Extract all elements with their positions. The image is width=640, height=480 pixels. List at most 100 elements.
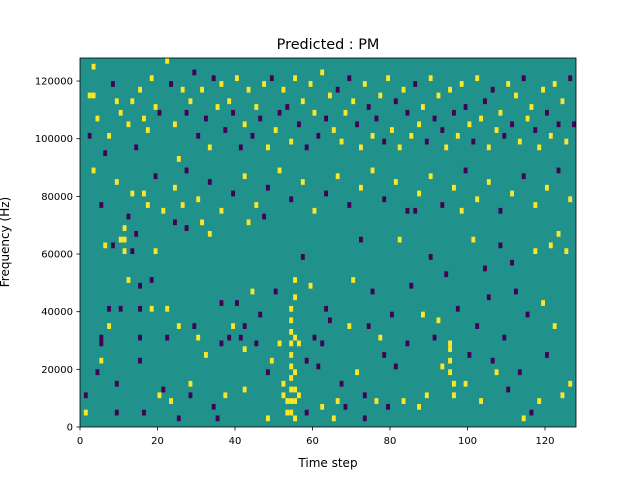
heatmap-cell bbox=[242, 121, 247, 128]
heatmap-cell bbox=[378, 334, 383, 341]
heatmap-cell bbox=[258, 115, 263, 122]
heatmap-cell bbox=[281, 86, 286, 93]
heatmap-cell bbox=[99, 357, 104, 364]
heatmap-cell bbox=[149, 75, 154, 82]
heatmap-cell bbox=[293, 75, 297, 82]
heatmap-cell bbox=[355, 121, 359, 128]
heatmap-cell bbox=[107, 132, 111, 139]
heatmap-cell bbox=[107, 305, 111, 312]
heatmap-cell bbox=[254, 104, 259, 110]
heatmap-cell bbox=[114, 409, 119, 416]
x-axis-label: Time step bbox=[297, 456, 357, 470]
heatmap-cell bbox=[273, 288, 278, 295]
heatmap-cell bbox=[401, 398, 406, 404]
heatmap-cell bbox=[114, 179, 119, 185]
heatmap-cell bbox=[130, 248, 135, 255]
heatmap-cell bbox=[378, 92, 383, 99]
heatmap-cell bbox=[452, 380, 456, 387]
heatmap-cell bbox=[238, 334, 243, 341]
heatmap-cell bbox=[448, 86, 452, 93]
heatmap-cell bbox=[517, 138, 522, 145]
heatmap-cell bbox=[122, 248, 127, 255]
heatmap-cell bbox=[413, 207, 418, 214]
heatmap-cell bbox=[262, 81, 266, 87]
heatmap-cell bbox=[409, 132, 414, 139]
heatmap-cell bbox=[428, 254, 433, 260]
heatmap-cell bbox=[382, 352, 387, 358]
heatmap-cell bbox=[335, 86, 340, 93]
y-tick-label: 80000 bbox=[41, 192, 73, 203]
heatmap-cell bbox=[370, 132, 375, 139]
heatmap-cell bbox=[219, 300, 224, 306]
heatmap-cell bbox=[386, 75, 390, 82]
heatmap-cell bbox=[556, 230, 561, 237]
heatmap-cell bbox=[452, 392, 456, 399]
heatmap-cell bbox=[366, 104, 371, 110]
heatmap-cell bbox=[304, 144, 309, 151]
heatmap-cell bbox=[568, 380, 573, 387]
heatmap-cell bbox=[494, 369, 499, 376]
heatmap-cell bbox=[138, 282, 142, 289]
heatmap-cell bbox=[448, 369, 452, 376]
heatmap-cell bbox=[421, 104, 425, 110]
heatmap-cell bbox=[126, 277, 131, 283]
heatmap-cell bbox=[320, 69, 325, 76]
plot-frame bbox=[79, 57, 577, 428]
heatmap-cell bbox=[149, 305, 154, 312]
heatmap-cell bbox=[157, 392, 162, 399]
heatmap-cell bbox=[111, 242, 115, 249]
heatmap-cell bbox=[269, 357, 274, 364]
x-tick-label: 100 bbox=[458, 436, 477, 447]
heatmap-cell bbox=[556, 121, 561, 128]
heatmap-cell bbox=[83, 409, 88, 416]
heatmap-cell bbox=[351, 98, 356, 105]
heatmap-cell bbox=[428, 75, 433, 82]
heatmap-cell bbox=[111, 81, 115, 87]
heatmap-cell bbox=[289, 305, 294, 312]
heatmap-cell bbox=[335, 173, 340, 180]
heatmap-cell bbox=[471, 236, 476, 243]
heatmap-cell bbox=[103, 150, 108, 157]
heatmap-cell bbox=[308, 81, 313, 87]
heatmap-cell bbox=[277, 109, 282, 116]
heatmap-cell bbox=[142, 190, 146, 197]
heatmap-cell bbox=[343, 109, 348, 116]
heatmap-cell bbox=[231, 190, 235, 197]
heatmap-cell bbox=[142, 115, 146, 122]
heatmap-cell bbox=[169, 81, 173, 87]
heatmap-cell bbox=[436, 92, 441, 99]
heatmap-cell bbox=[114, 98, 119, 105]
heatmap-cell bbox=[235, 300, 239, 306]
heatmap-cell bbox=[153, 248, 158, 255]
heatmap-cell bbox=[227, 334, 232, 341]
y-tick-label: 60000 bbox=[41, 250, 73, 261]
heatmap-cell bbox=[99, 202, 104, 208]
heatmap-cell bbox=[293, 277, 297, 283]
heatmap-cell bbox=[417, 190, 421, 197]
heatmap-cell bbox=[231, 323, 235, 329]
heatmap-cell bbox=[486, 144, 491, 151]
heatmap-cell bbox=[266, 184, 270, 191]
heatmap-cell bbox=[91, 167, 96, 174]
heatmap-cell bbox=[188, 380, 193, 387]
heatmap-cell bbox=[107, 323, 111, 329]
heatmap-cell bbox=[498, 207, 503, 214]
heatmap-cell bbox=[324, 190, 328, 197]
heatmap-cell bbox=[514, 288, 518, 295]
heatmap-cell bbox=[227, 98, 232, 105]
heatmap-cell bbox=[545, 352, 549, 358]
heatmap-cell bbox=[312, 334, 317, 341]
heatmap-cell bbox=[490, 357, 495, 364]
heatmap-cell bbox=[455, 305, 460, 312]
heatmap-cell bbox=[293, 398, 297, 404]
heatmap-cell bbox=[130, 98, 135, 105]
heatmap-cell bbox=[300, 179, 305, 185]
heatmap-cell bbox=[95, 369, 100, 376]
heatmap-cell bbox=[494, 127, 499, 133]
heatmap-cell bbox=[370, 167, 375, 174]
heatmap-cell bbox=[506, 386, 511, 393]
heatmap-cell bbox=[176, 415, 181, 422]
heatmap-cell bbox=[126, 213, 131, 220]
heatmap-cell bbox=[273, 127, 278, 133]
